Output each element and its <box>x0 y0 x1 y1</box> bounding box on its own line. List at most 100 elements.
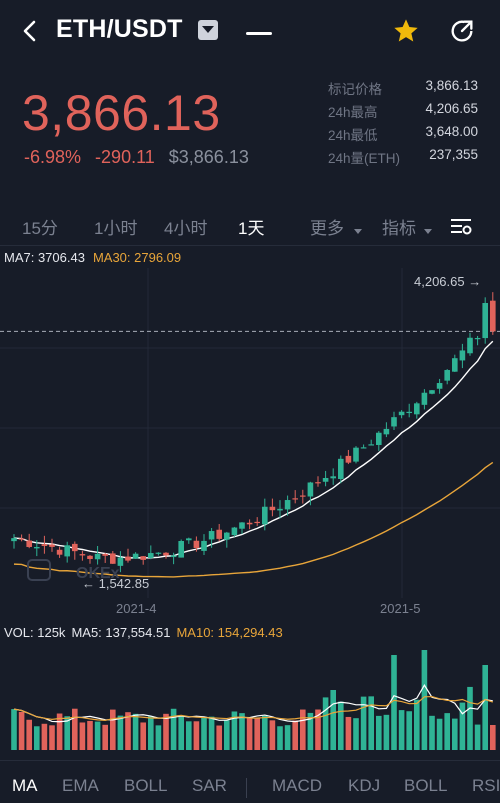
indicator-tab-rsi[interactable]: RSI <box>472 776 500 795</box>
share-button[interactable] <box>448 17 476 45</box>
candle <box>322 477 329 482</box>
candle <box>391 417 397 427</box>
candle <box>216 529 222 539</box>
x-axis-label: 2021-4 <box>116 601 156 616</box>
candle <box>117 557 124 566</box>
indicator-tab-boll-sub[interactable]: BOLL <box>404 776 448 795</box>
volume-bar <box>216 725 222 750</box>
volume-bar <box>41 723 48 750</box>
volume-bar <box>208 716 215 750</box>
pair-title[interactable]: ETH/USDT <box>56 15 183 43</box>
candle <box>398 411 405 416</box>
ma-legend: MA7: 3706.43 MA30: 2796.09 <box>4 250 181 265</box>
volume-bar <box>376 715 382 750</box>
volume-bar <box>421 650 428 750</box>
back-button[interactable] <box>14 14 46 48</box>
candle <box>110 553 116 564</box>
stat-label: 24h量(ETH) <box>328 151 401 166</box>
volume-bar <box>391 655 397 750</box>
volume-bar <box>300 709 306 750</box>
ma7-line <box>13 340 494 559</box>
volume-bar <box>482 665 488 750</box>
divider <box>0 245 500 246</box>
volume-bar <box>360 696 367 750</box>
candle <box>72 543 78 552</box>
volume-bar <box>474 724 481 750</box>
stat-row-24h-volume: 24h量(ETH) 237,355 <box>328 147 478 170</box>
indicator-tab-ma[interactable]: MA <box>12 776 38 795</box>
volume-bar <box>34 726 40 750</box>
volume-bar <box>148 716 154 750</box>
volume-bar <box>110 709 116 750</box>
volume-bar <box>307 712 314 750</box>
volume-bar <box>231 711 238 750</box>
volume-bar <box>490 725 496 750</box>
volume-bar <box>79 722 86 750</box>
volume-bar <box>292 720 298 750</box>
candle <box>155 552 162 554</box>
tab-1h[interactable]: 1小时 <box>94 219 138 238</box>
candlestick-chart[interactable]: 4,206.65 → ← 1,542.85 2021-4 2021-5 OKEx <box>0 268 500 628</box>
tab-15m[interactable]: 15分 <box>22 219 58 238</box>
volume-bar <box>193 721 200 750</box>
volume-bar <box>345 716 352 750</box>
indicator-tab-macd[interactable]: MACD <box>272 776 323 795</box>
indicators-dropdown-icon <box>424 222 432 240</box>
candle <box>262 506 268 525</box>
candle <box>94 553 101 560</box>
candle <box>79 554 86 556</box>
pair-dropdown-button[interactable] <box>198 20 218 40</box>
candle <box>330 476 336 479</box>
candle <box>26 540 32 547</box>
candle <box>482 303 488 339</box>
ma30-value: MA30: 2796.09 <box>92 250 182 265</box>
volume-bar <box>277 726 283 750</box>
candle <box>178 540 184 558</box>
dropdown-triangle-icon <box>202 26 214 33</box>
volume-svg <box>11 650 496 750</box>
candle <box>269 506 276 511</box>
candle <box>383 428 390 435</box>
candle <box>34 546 40 549</box>
last-price: 3,866.13 <box>22 85 221 141</box>
active-tab-indicator <box>246 32 272 35</box>
volume-bar <box>87 720 93 750</box>
stat-value: 3,648.00 <box>425 124 478 139</box>
candle <box>338 458 344 480</box>
volume-bar <box>56 713 63 750</box>
volume-legend: VOL: 125k MA5: 137,554.51 MA10: 154,294.… <box>4 625 283 640</box>
more-dropdown-icon <box>354 222 362 240</box>
favorite-button[interactable] <box>392 17 420 45</box>
volume-bar <box>94 721 101 750</box>
back-arrow-icon <box>23 20 36 42</box>
stat-label: 标记价格 <box>328 82 382 97</box>
candle <box>452 358 458 372</box>
volume-bar <box>315 709 321 750</box>
tab-indicators[interactable]: 指标 <box>382 219 416 238</box>
candle <box>41 544 48 546</box>
indicator-tab-boll[interactable]: BOLL <box>124 776 168 795</box>
indicator-tab-sar[interactable]: SAR <box>192 776 227 795</box>
volume-bar <box>72 708 78 750</box>
volume-bar <box>398 710 405 750</box>
volume-bar <box>262 715 268 750</box>
indicator-tab-ema[interactable]: EMA <box>62 776 99 795</box>
candle <box>125 556 131 561</box>
volume-bar <box>170 708 177 750</box>
share-icon <box>451 20 473 42</box>
volume-bar <box>383 714 390 750</box>
volume-bar <box>49 725 55 750</box>
candle <box>406 411 412 414</box>
candle <box>490 300 496 332</box>
tab-1d[interactable]: 1天 <box>238 219 265 238</box>
tab-4h[interactable]: 4小时 <box>164 219 208 238</box>
ma7-value: MA7: 3706.43 <box>4 250 85 265</box>
candle <box>224 532 230 540</box>
indicator-tab-kdj[interactable]: KDJ <box>348 776 381 795</box>
candle <box>11 538 17 542</box>
candle <box>170 555 177 558</box>
tab-more[interactable]: 更多 <box>310 219 344 238</box>
volume-bar <box>64 716 70 750</box>
volume-chart[interactable] <box>0 642 500 754</box>
chart-settings-button[interactable] <box>448 214 474 238</box>
